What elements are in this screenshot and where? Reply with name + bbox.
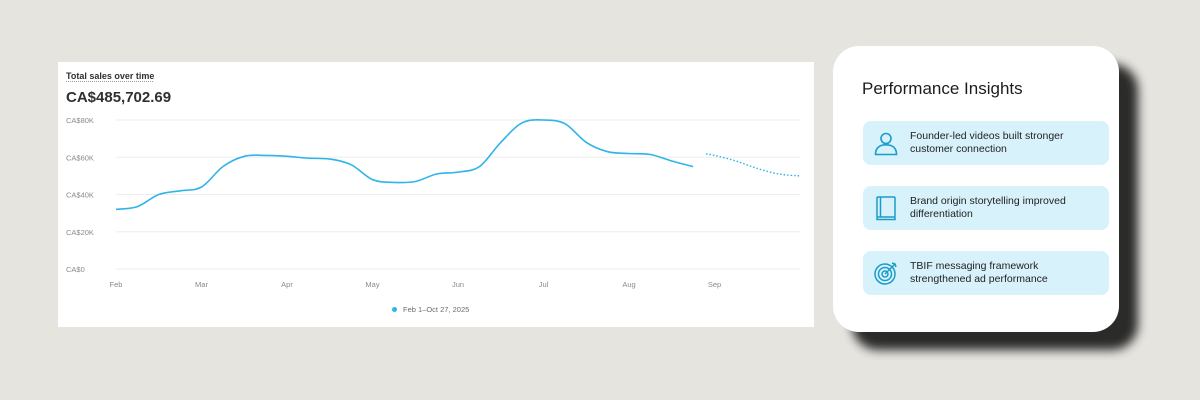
insight-text: Brand origin storytelling improved diffe… [910,195,1066,220]
x-tick-label: Sep [708,280,721,289]
chart-title[interactable]: Total sales over time [66,71,155,81]
y-tick-label: CA$80K [66,116,94,125]
target-icon [873,260,899,286]
sales-chart-card: CA$0 CA$20K CA$40K CA$60K CA$80K Feb Mar Apr May… [58,62,814,327]
x-tick-label: Feb [110,280,123,289]
insight-text: Founder-led videos built stronger custom… [910,130,1064,155]
insight-text: TBIF messaging framework strengthened ad… [910,260,1048,285]
insight-card-founder-videos: Founder-led videos built stronger custom… [863,121,1109,165]
y-tick-label: CA$20K [66,228,94,237]
insights-panel: Performance Insights Founder-led videos … [833,46,1119,332]
chart-legend[interactable]: Feb 1–Oct 27, 2025 [392,305,469,314]
x-tick-label: Apr [281,280,293,289]
series-line-sales[interactable] [115,119,694,211]
chart-total-value: CA$485,702.69 [66,89,172,106]
x-tick-label: Jul [539,280,549,289]
insight-card-tbif-framework: TBIF messaging framework strengthened ad… [863,251,1109,295]
x-tick-label: Aug [622,280,635,289]
y-tick-label: CA$60K [66,153,94,162]
x-tick-label: May [365,280,379,289]
book-icon [873,195,899,221]
y-tick-label: CA$0 [66,265,85,274]
x-tick-label: Jun [452,280,464,289]
sales-line-chart: CA$0 CA$20K CA$40K CA$60K CA$80K Feb Mar Apr May… [66,116,801,289]
person-icon [873,130,899,156]
x-tick-label: Mar [195,280,208,289]
series-line-projection [705,153,801,177]
panel-title: Performance Insights [862,79,1023,98]
insight-card-brand-story: Brand origin storytelling improved diffe… [863,186,1109,230]
legend-dot [392,307,397,312]
legend-label: Feb 1–Oct 27, 2025 [403,305,470,314]
y-tick-label: CA$40K [66,191,94,200]
